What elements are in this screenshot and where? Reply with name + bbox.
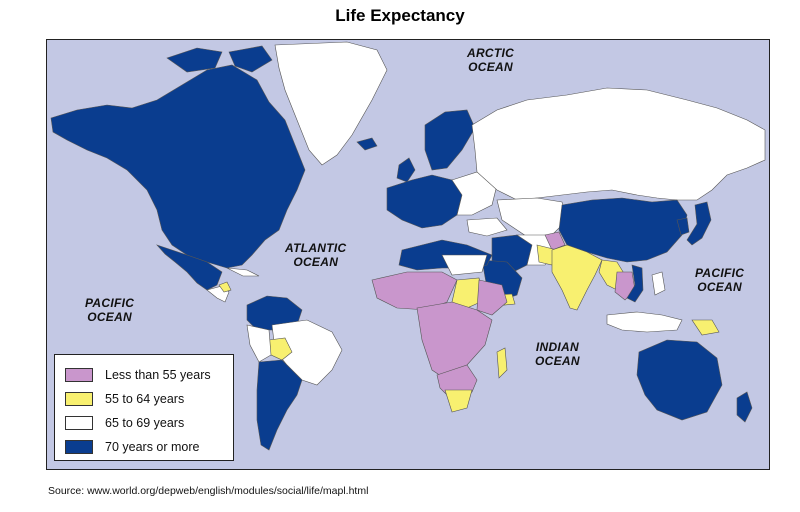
map-title: Life Expectancy bbox=[335, 6, 465, 25]
ocean-label-indian: INDIAN OCEAN bbox=[535, 340, 580, 368]
legend-label: Less than 55 years bbox=[105, 368, 211, 382]
legend-label: 55 to 64 years bbox=[105, 392, 185, 406]
world-map-svg bbox=[50, 41, 766, 451]
region-scandinavia bbox=[424, 109, 476, 171]
region-philippines bbox=[651, 271, 666, 296]
source-citation: Source: www.world.org/depweb/english/mod… bbox=[48, 485, 369, 497]
region-south-africa bbox=[444, 389, 473, 413]
ocean-label-line: OCEAN bbox=[87, 310, 133, 324]
ocean-label-pacific-east: PACIFIC OCEAN bbox=[695, 266, 744, 294]
legend-swatch-white bbox=[65, 416, 93, 430]
region-russia bbox=[471, 87, 766, 201]
ocean-label-line: PACIFIC bbox=[695, 266, 745, 280]
legend-item: 55 to 64 years bbox=[65, 387, 233, 411]
region-south-america-south bbox=[256, 359, 303, 451]
ocean-label-line: OCEAN bbox=[468, 60, 513, 74]
region-iceland bbox=[356, 137, 378, 151]
region-ethiopia bbox=[476, 279, 508, 316]
map-legend: Less than 55 years 55 to 64 years 65 to … bbox=[54, 354, 234, 461]
region-png bbox=[691, 319, 720, 336]
ocean-label-pacific-west: PACIFIC OCEAN bbox=[85, 296, 134, 324]
region-japan bbox=[686, 201, 712, 246]
region-australia bbox=[636, 339, 723, 421]
region-central-america-yellow bbox=[218, 281, 232, 293]
region-new-zealand bbox=[736, 391, 753, 423]
region-peru bbox=[246, 324, 272, 363]
region-indonesia bbox=[606, 311, 683, 333]
region-sahel-purple bbox=[371, 271, 458, 311]
legend-label: 65 to 69 years bbox=[105, 416, 185, 430]
ocean-label-line: PACIFIC bbox=[85, 296, 135, 310]
region-central-africa bbox=[416, 301, 493, 381]
region-thailand-vietnam bbox=[626, 264, 644, 303]
region-uk bbox=[396, 157, 416, 183]
ocean-label-line: ATLANTIC bbox=[285, 241, 347, 255]
region-korea bbox=[676, 217, 690, 236]
ocean-label-atlantic: ATLANTIC OCEAN bbox=[285, 241, 347, 269]
region-afghanistan bbox=[544, 231, 566, 251]
ocean-label-line: OCEAN bbox=[293, 255, 339, 269]
region-north-america bbox=[50, 64, 306, 269]
region-europe-west bbox=[386, 174, 463, 229]
legend-item: Less than 55 years bbox=[65, 363, 233, 387]
ocean-label-line: INDIAN bbox=[535, 340, 579, 354]
ocean-label-line: ARCTIC bbox=[467, 46, 515, 60]
region-turkey bbox=[466, 217, 508, 237]
region-caribbean bbox=[226, 267, 260, 277]
region-greenland bbox=[274, 41, 388, 166]
legend-swatch-yellow bbox=[65, 392, 93, 406]
ocean-label-line: OCEAN bbox=[697, 280, 743, 294]
region-madagascar bbox=[496, 347, 508, 379]
legend-item: 70 years or more bbox=[65, 435, 233, 459]
region-north-africa-white bbox=[441, 254, 488, 276]
ocean-label-line: OCEAN bbox=[535, 354, 580, 368]
legend-item: 65 to 69 years bbox=[65, 411, 233, 435]
region-sudan bbox=[451, 277, 486, 309]
region-arctic-islands-2 bbox=[228, 45, 273, 73]
region-arctic-islands bbox=[166, 47, 223, 73]
legend-swatch-blue bbox=[65, 440, 93, 454]
ocean-label-arctic: ARCTIC OCEAN bbox=[467, 46, 514, 74]
region-india bbox=[551, 244, 603, 311]
legend-label: 70 years or more bbox=[105, 440, 200, 454]
legend-swatch-purple bbox=[65, 368, 93, 382]
